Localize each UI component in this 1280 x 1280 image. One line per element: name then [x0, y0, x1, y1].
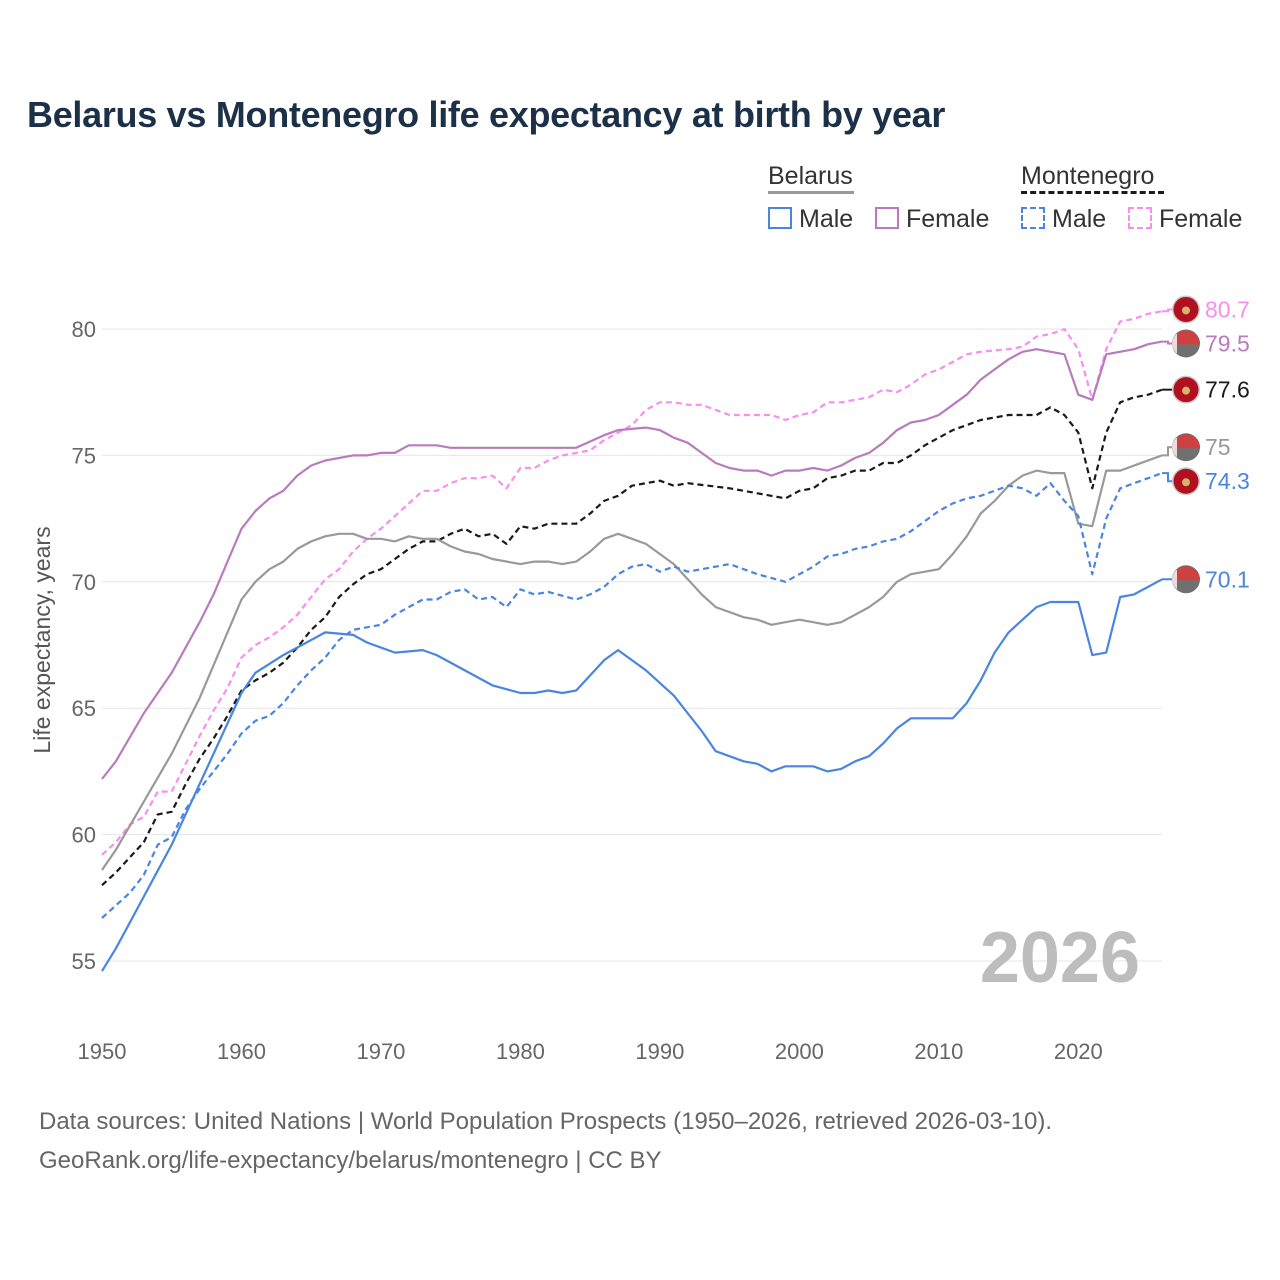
end-connector — [1162, 472, 1172, 483]
legend-label-belarus-male: Male — [799, 205, 854, 233]
y-tick-label: 55 — [72, 949, 96, 974]
x-tick-label: 1980 — [496, 1039, 545, 1064]
legend-label-montenegro-female: Female — [1159, 205, 1243, 233]
year-watermark: 2026 — [980, 918, 1140, 998]
series-line-montenegro-female — [101, 310, 1163, 856]
x-tick-label: 1990 — [635, 1039, 684, 1064]
end-connector — [1162, 308, 1172, 313]
legend-label-montenegro-male: Male — [1052, 205, 1107, 233]
end-value-label: 75 — [1205, 434, 1231, 460]
end-connector — [1162, 446, 1172, 457]
y-tick-label: 75 — [72, 443, 96, 468]
legend-montenegro-line — [1021, 191, 1164, 194]
legend-swatch-montenegro-male — [1021, 207, 1045, 229]
x-tick-label: 2010 — [914, 1039, 963, 1064]
series-line-belarus-total — [101, 454, 1163, 871]
footer-sources: Data sources: United Nations | World Pop… — [39, 1108, 1053, 1135]
series-line-montenegro-total — [101, 388, 1163, 887]
flag-ornament — [1172, 569, 1177, 590]
end-value-label: 74.3 — [1205, 468, 1250, 494]
y-tick-label: 65 — [72, 696, 96, 721]
y-tick-label: 70 — [72, 570, 96, 595]
flag-ornament — [1172, 437, 1177, 458]
flag-emblem — [1182, 306, 1190, 315]
series-line-belarus-male — [101, 578, 1163, 972]
footer-link[interactable]: GeoRank.org/life-expectancy/belarus/mont… — [39, 1147, 662, 1174]
chart-title: Belarus vs Montenegro life expectancy at… — [27, 94, 946, 135]
flag-emblem — [1182, 386, 1190, 395]
flag-emblem — [1182, 478, 1190, 487]
legend-group-montenegro: Montenegro — [1021, 162, 1155, 190]
end-value-label: 77.6 — [1205, 377, 1250, 403]
flag-red — [1172, 434, 1200, 449]
legend-swatch-montenegro-female — [1128, 207, 1152, 229]
x-tick-label: 1960 — [217, 1039, 266, 1064]
legend-swatch-belarus-male — [768, 207, 792, 229]
montenegro-flag-icon — [1172, 467, 1200, 496]
y-tick-label: 80 — [72, 317, 96, 342]
x-tick-label: 1950 — [78, 1039, 127, 1064]
legend-swatch-belarus-female — [875, 207, 899, 229]
belarus-flag-icon — [1172, 433, 1200, 462]
legend-belarus-line — [768, 191, 854, 194]
belarus-flag-icon — [1172, 329, 1200, 358]
x-tick-label: 2000 — [775, 1039, 824, 1064]
end-value-label: 79.5 — [1205, 330, 1250, 356]
end-value-label: 80.7 — [1205, 296, 1250, 322]
legend-label-belarus-female: Female — [906, 205, 990, 233]
x-tick-label: 1970 — [356, 1039, 405, 1064]
end-connector — [1162, 340, 1172, 345]
belarus-flag-icon — [1172, 565, 1200, 594]
flag-red — [1172, 330, 1200, 345]
y-tick-label: 60 — [72, 823, 96, 848]
end-value-label: 70.1 — [1205, 566, 1250, 592]
flag-ornament — [1172, 333, 1177, 354]
x-tick-label: 2020 — [1054, 1039, 1103, 1064]
montenegro-flag-icon — [1172, 375, 1200, 404]
flag-red — [1172, 566, 1200, 581]
montenegro-flag-icon — [1172, 295, 1200, 324]
series-line-montenegro-male — [101, 472, 1163, 919]
legend-group-belarus: Belarus — [768, 162, 853, 190]
series-line-belarus-female — [101, 340, 1163, 780]
y-axis-label: Life expectancy, years — [29, 526, 55, 753]
